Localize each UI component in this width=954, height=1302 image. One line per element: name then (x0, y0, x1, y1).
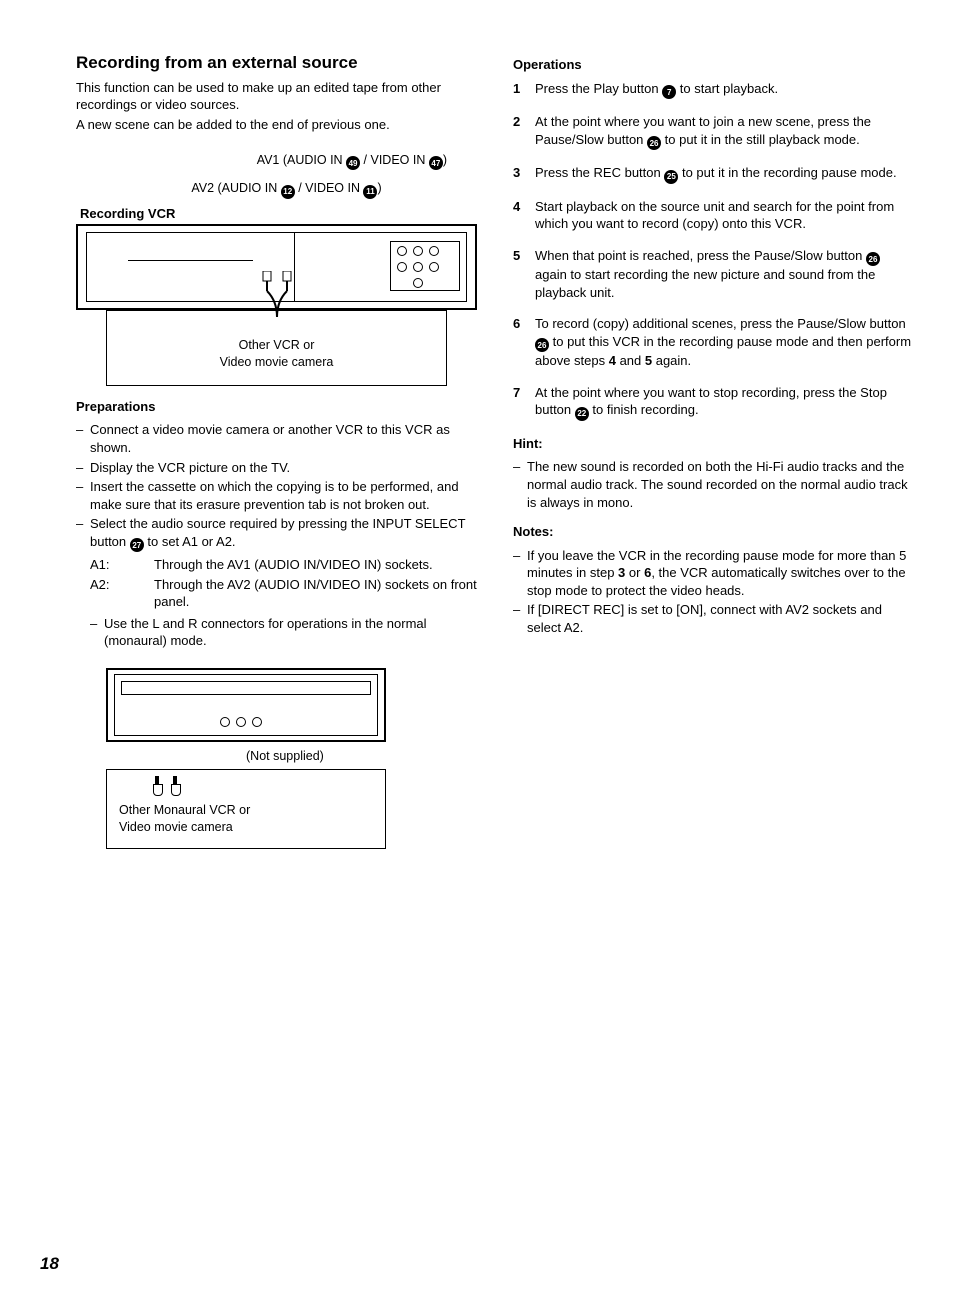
connection-diagram-2: (Not supplied) Other Monaural VCR or Vid… (106, 668, 386, 849)
operations-list: 1 Press the Play button 7 to start playb… (513, 80, 914, 421)
ref-icon: 12 (281, 185, 295, 199)
a1-a2-definitions: A1: Through the AV1 (AUDIO IN/VIDEO IN) … (90, 556, 477, 650)
cable-icon (257, 271, 297, 317)
right-column: Operations 1 Press the Play button 7 to … (513, 52, 914, 859)
operation-step: 6 To record (copy) additional scenes, pr… (513, 315, 914, 370)
preparations-heading: Preparations (76, 398, 477, 416)
list-item: Select the audio source required by pres… (76, 515, 477, 552)
vcr-front-illustration (106, 668, 386, 742)
not-supplied-label: (Not supplied) (246, 748, 386, 765)
connection-diagram-1: AV1 (AUDIO IN 49 / VIDEO IN 47) AV2 (AUD… (76, 152, 477, 386)
list-item: If [DIRECT REC] is set to [ON], connect … (513, 601, 914, 636)
notes-heading: Notes: (513, 523, 914, 541)
plugs-icon (153, 776, 189, 801)
av2-label: AV2 (AUDIO IN 12 / VIDEO IN 11) (76, 180, 477, 199)
list-item: Insert the cassette on which the copying… (76, 478, 477, 513)
operation-step: 1 Press the Play button 7 to start playb… (513, 80, 914, 100)
operations-heading: Operations (513, 56, 914, 74)
av1-label: AV1 (AUDIO IN 49 / VIDEO IN 47) (76, 152, 477, 171)
intro-line: This function can be used to make up an … (76, 79, 477, 114)
hint-list: The new sound is recorded on both the Hi… (513, 458, 914, 511)
ref-icon: 47 (429, 156, 443, 170)
hint-heading: Hint: (513, 435, 914, 453)
ref-icon: 49 (346, 156, 360, 170)
a2-term: A2: (90, 576, 146, 611)
recording-vcr-label: Recording VCR (80, 205, 477, 223)
list-item: Connect a video movie camera or another … (76, 421, 477, 456)
left-column: Recording from an external source This f… (76, 52, 477, 859)
operation-step: 4 Start playback on the source unit and … (513, 198, 914, 233)
ref-icon: 26 (647, 136, 661, 150)
page-number: 18 (40, 1253, 59, 1276)
ref-icon: 27 (130, 538, 144, 552)
list-item: If you leave the VCR in the recording pa… (513, 547, 914, 600)
notes-list: If you leave the VCR in the recording pa… (513, 547, 914, 637)
ref-icon: 22 (575, 407, 589, 421)
ref-icon: 26 (535, 338, 549, 352)
operation-step: 7 At the point where you want to stop re… (513, 384, 914, 421)
a1-def: Through the AV1 (AUDIO IN/VIDEO IN) sock… (154, 556, 477, 574)
operation-step: 2 At the point where you want to join a … (513, 113, 914, 150)
intro: This function can be used to make up an … (76, 79, 477, 134)
ref-icon: 11 (363, 185, 377, 199)
a2-def: Through the AV2 (AUDIO IN/VIDEO IN) sock… (154, 576, 477, 611)
list-item: Use the L and R connectors for operation… (90, 615, 477, 650)
ref-icon: 7 (662, 85, 676, 99)
list-item: The new sound is recorded on both the Hi… (513, 458, 914, 511)
page-title: Recording from an external source (76, 52, 477, 75)
intro-line: A new scene can be added to the end of p… (76, 116, 477, 134)
operation-step: 5 When that point is reached, press the … (513, 247, 914, 302)
operation-step: 3 Press the REC button 25 to put it in t… (513, 164, 914, 184)
preparations-list: Connect a video movie camera or another … (76, 421, 477, 552)
other-vcr-box: Other VCR or Video movie camera (106, 310, 447, 386)
a1-term: A1: (90, 556, 146, 574)
other-monaural-box: Other Monaural VCR or Video movie camera (106, 769, 386, 849)
ref-icon: 26 (866, 252, 880, 266)
ref-icon: 25 (664, 170, 678, 184)
list-item: Display the VCR picture on the TV. (76, 459, 477, 477)
